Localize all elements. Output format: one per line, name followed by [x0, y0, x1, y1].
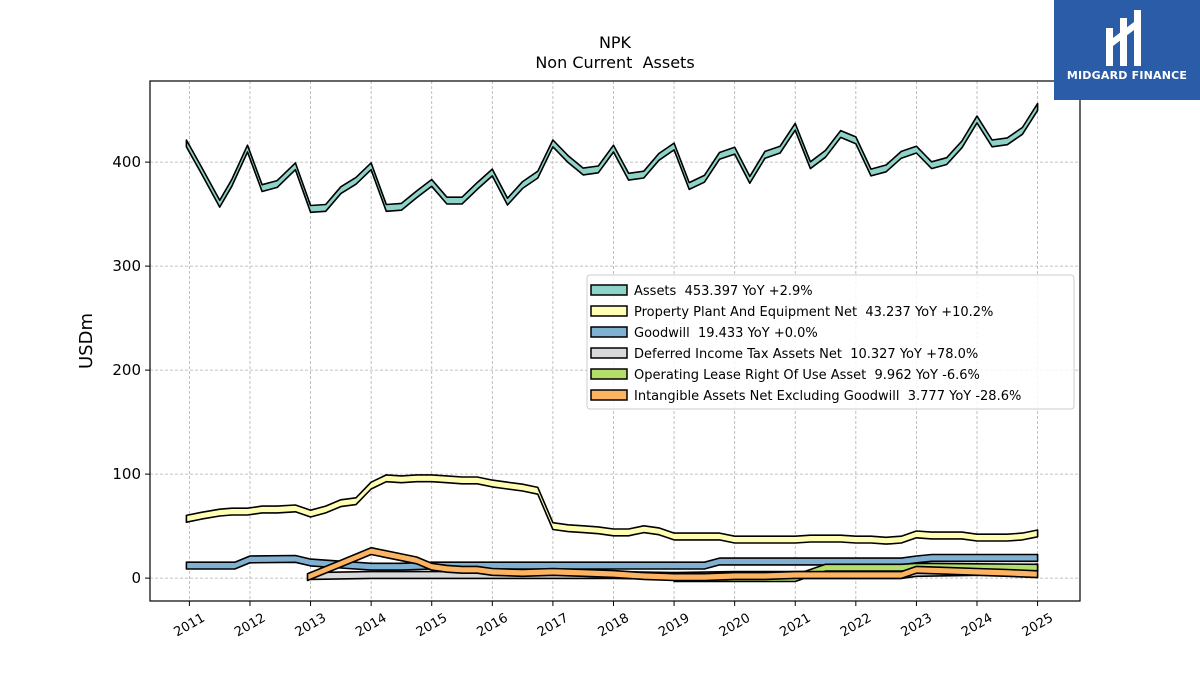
y-tick-label: 400	[112, 153, 141, 171]
brand-name: MIDGARD FINANCE	[1066, 69, 1188, 82]
y-tick-label: 300	[112, 257, 141, 275]
chart-subtitle: Non Current Assets	[535, 53, 694, 72]
y-axis-label: USDm	[76, 313, 97, 369]
y-tick-label: 0	[131, 569, 141, 587]
series-layer	[185, 102, 1039, 583]
legend-swatch	[590, 347, 628, 359]
series-band	[185, 474, 1039, 545]
x-tick-label: 2024	[959, 611, 995, 641]
legend: Assets 453.397 YoY +2.9% Property Plant A…	[586, 274, 1075, 410]
y-tick-label: 100	[112, 465, 141, 483]
brand-mark-icon	[1106, 10, 1141, 66]
x-tick-label: 2025	[1020, 611, 1056, 641]
plot-frame	[149, 80, 1081, 602]
x-tick-label: 2021	[777, 611, 813, 641]
legend-swatch	[590, 389, 628, 401]
legend-box	[586, 274, 1075, 410]
brand-logo: MIDGARD FINANCE	[1054, 0, 1200, 100]
y-tick-label: 200	[112, 361, 141, 379]
legend-swatch	[590, 284, 628, 296]
x-tick-label: 2019	[656, 611, 692, 641]
x-tick-label: 2014	[353, 611, 389, 641]
x-tick-label: 2022	[838, 611, 874, 641]
x-tick-label: 2011	[172, 611, 208, 641]
x-tick-label: 2012	[232, 611, 268, 641]
x-tick-label: 2020	[717, 611, 753, 641]
legend-label: Property Plant And Equipment Net 43.237 …	[634, 305, 993, 320]
x-tick-label: 2015	[414, 611, 450, 641]
x-tick-label: 2023	[899, 611, 935, 641]
chart-title: NPK	[599, 33, 632, 52]
x-tick-label: 2017	[535, 611, 571, 641]
legend-label: Intangible Assets Net Excluding Goodwill…	[634, 389, 1021, 404]
legend-swatch	[590, 305, 628, 317]
x-tick-label: 2018	[596, 611, 632, 641]
x-tick-label: 2013	[293, 611, 329, 641]
legend-swatch	[590, 368, 628, 380]
legend-label: Operating Lease Right Of Use Asset 9.962…	[634, 368, 980, 383]
legend-label: Deferred Income Tax Assets Net 10.327 Yo…	[634, 347, 978, 362]
legend-label: Goodwill 19.433 YoY +0.0%	[634, 326, 818, 341]
legend-swatch	[590, 326, 628, 338]
x-tick-label: 2016	[474, 611, 510, 641]
series-band	[306, 546, 1039, 582]
series-band	[185, 102, 1039, 214]
legend-label: Assets 453.397 YoY +2.9%	[634, 284, 813, 299]
